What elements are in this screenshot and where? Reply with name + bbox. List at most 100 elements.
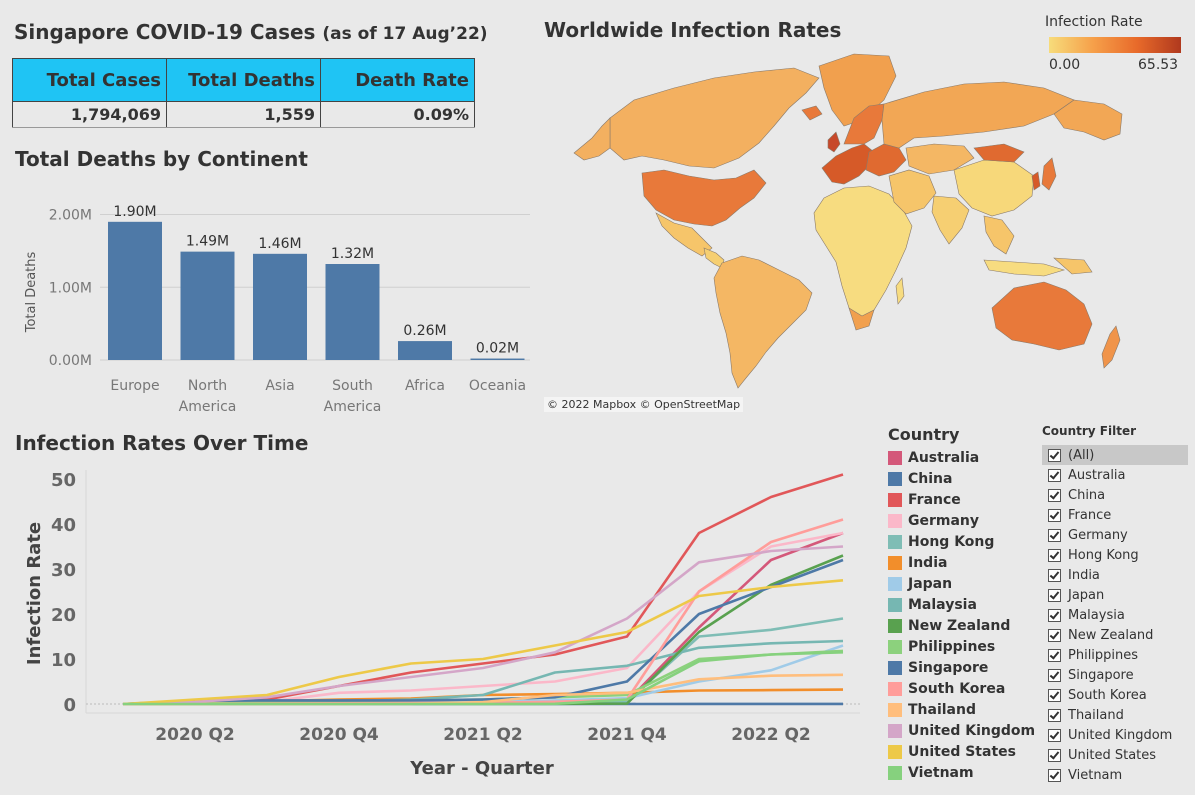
filter-item-vietnam[interactable]: Vietnam	[1042, 765, 1188, 785]
series-line-vietnam[interactable]	[123, 651, 844, 706]
map-japan[interactable]	[1041, 157, 1057, 191]
legend-item-india[interactable]: India	[888, 553, 947, 573]
checkbox-checked-icon[interactable]	[1048, 568, 1061, 582]
legend-item-singapore[interactable]: Singapore	[888, 658, 988, 678]
checkbox-checked-icon[interactable]	[1048, 548, 1061, 562]
filter-item-south-korea[interactable]: South Korea	[1042, 685, 1188, 705]
checkbox-checked-icon[interactable]	[1048, 728, 1061, 742]
checkbox-checked-icon[interactable]	[1048, 528, 1061, 542]
filter-item-label: Thailand	[1068, 707, 1124, 723]
checkbox-checked-icon[interactable]	[1048, 668, 1061, 682]
checkbox-checked-icon[interactable]	[1048, 448, 1061, 462]
filter-item-singapore[interactable]: Singapore	[1042, 665, 1188, 685]
filter-item-united-kingdom[interactable]: United Kingdom	[1042, 725, 1188, 745]
checkbox-checked-icon[interactable]	[1048, 768, 1061, 782]
map-new-zealand[interactable]	[1101, 325, 1121, 369]
bar-asia[interactable]	[253, 253, 307, 360]
bar-oceania[interactable]	[470, 358, 525, 360]
series-line-france[interactable]	[122, 473, 844, 706]
filter-item-hong-kong[interactable]: Hong Kong	[1042, 545, 1188, 565]
checkbox-checked-icon[interactable]	[1048, 488, 1061, 502]
map-iceland[interactable]	[801, 105, 823, 121]
map-europe-east[interactable]	[865, 143, 907, 177]
filter-item-malaysia[interactable]: Malaysia	[1042, 605, 1188, 625]
checkbox-checked-icon[interactable]	[1048, 688, 1061, 702]
series-line-singapore[interactable]	[122, 558, 844, 706]
map-india[interactable]	[931, 195, 970, 245]
filter-item-china[interactable]: China	[1042, 485, 1188, 505]
bar-europe[interactable]	[108, 221, 162, 360]
map-africa[interactable]	[813, 185, 913, 321]
checkbox-checked-icon[interactable]	[1048, 708, 1061, 722]
map-europe-west[interactable]	[821, 143, 875, 185]
filter-item-germany[interactable]: Germany	[1042, 525, 1188, 545]
map-south-america[interactable]	[713, 255, 813, 389]
series-line-malaysia[interactable]	[122, 639, 844, 706]
legend-item-australia[interactable]: Australia	[888, 448, 979, 468]
checkbox-checked-icon[interactable]	[1048, 748, 1061, 762]
map-mongolia[interactable]	[973, 143, 1025, 163]
map-canada[interactable]	[609, 67, 820, 169]
checkbox-checked-icon[interactable]	[1048, 468, 1061, 482]
legend-item-thailand[interactable]: Thailand	[888, 700, 976, 720]
filter-item-thailand[interactable]: Thailand	[1042, 705, 1188, 725]
legend-swatch	[888, 745, 902, 759]
map-usa[interactable]	[641, 169, 767, 227]
map-russia[interactable]	[881, 81, 1075, 149]
filter-item-india[interactable]: India	[1042, 565, 1188, 585]
legend-item-philippines[interactable]: Philippines	[888, 637, 995, 657]
legend-item-japan[interactable]: Japan	[888, 574, 952, 594]
legend-item-vietnam[interactable]: Vietnam	[888, 763, 974, 783]
map-central-asia[interactable]	[905, 143, 975, 175]
map-madagascar[interactable]	[895, 277, 905, 305]
map-alaska[interactable]	[573, 117, 611, 161]
legend-item-germany[interactable]: Germany	[888, 511, 979, 531]
checkbox-checked-icon[interactable]	[1048, 648, 1061, 662]
series-line-united-kingdom[interactable]	[122, 545, 844, 706]
map-south-africa[interactable]	[848, 307, 875, 331]
filter-item-france[interactable]: France	[1042, 505, 1188, 525]
bar-north-america[interactable]	[180, 251, 235, 360]
legend-label: Japan	[908, 576, 953, 592]
legend-item-hong-kong[interactable]: Hong Kong	[888, 532, 994, 552]
line-xtick-label: 2021 Q2	[443, 725, 523, 745]
bar-data-label: 1.32M	[331, 246, 374, 262]
bar-south-america[interactable]	[325, 264, 380, 360]
filter-item-all[interactable]: (All)	[1042, 445, 1188, 465]
checkbox-checked-icon[interactable]	[1048, 588, 1061, 602]
legend-item-united-kingdom[interactable]: United Kingdom	[888, 721, 1035, 741]
filter-item-label: South Korea	[1068, 687, 1147, 703]
filter-item-australia[interactable]: Australia	[1042, 465, 1188, 485]
map-uk[interactable]	[827, 131, 841, 153]
map-far-east[interactable]	[1053, 99, 1123, 141]
filter-item-philippines[interactable]: Philippines	[1042, 645, 1188, 665]
map-papua[interactable]	[1053, 257, 1093, 275]
legend-item-new-zealand[interactable]: New Zealand	[888, 616, 1010, 636]
bar-africa[interactable]	[398, 341, 452, 360]
checkbox-checked-icon[interactable]	[1048, 628, 1061, 642]
filter-item-label: Singapore	[1068, 667, 1134, 683]
legend-item-china[interactable]: China	[888, 469, 952, 489]
legend-item-malaysia[interactable]: Malaysia	[888, 595, 977, 615]
map-middle-east[interactable]	[888, 169, 937, 215]
filter-item-japan[interactable]: Japan	[1042, 585, 1188, 605]
world-map[interactable]	[544, 48, 1124, 398]
map-korea[interactable]	[1031, 171, 1041, 191]
series-line-united-states[interactable]	[122, 579, 844, 706]
filter-item-new-zealand[interactable]: New Zealand	[1042, 625, 1188, 645]
map-attribution[interactable]: © 2022 Mapbox © OpenStreetMap	[544, 397, 744, 412]
bar-category-label: Africa	[405, 378, 445, 394]
checkbox-checked-icon[interactable]	[1048, 508, 1061, 522]
series-line-new-zealand[interactable]	[122, 554, 844, 706]
legend-item-united-states[interactable]: United States	[888, 742, 1016, 762]
map-australia[interactable]	[991, 281, 1093, 351]
map-southeast-asia[interactable]	[983, 215, 1015, 255]
legend-item-south-korea[interactable]: South Korea	[888, 679, 1005, 699]
bar-data-label: 0.02M	[476, 341, 519, 357]
legend-label: United States	[908, 744, 1016, 760]
bar-y-axis-label: Total Deaths	[24, 251, 39, 333]
legend-item-france[interactable]: France	[888, 490, 961, 510]
filter-item-united-states[interactable]: United States	[1042, 745, 1188, 765]
checkbox-checked-icon[interactable]	[1048, 608, 1061, 622]
map-indonesia[interactable]	[983, 259, 1066, 277]
